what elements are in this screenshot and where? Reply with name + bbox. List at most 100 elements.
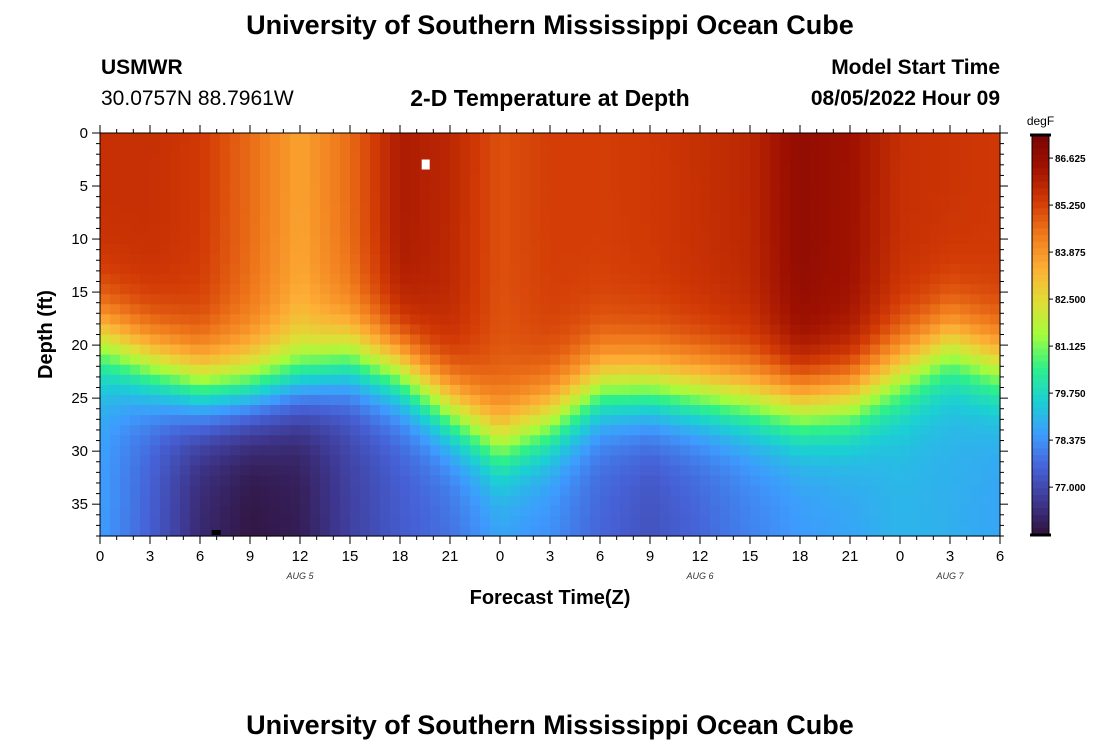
heatmap-cell [360,505,371,517]
heatmap-cell [740,153,751,164]
heatmap-cell [460,405,471,416]
heatmap-cell [410,304,421,315]
colorbar-swatch [1032,275,1049,283]
heatmap-cell [470,495,481,507]
heatmap-cell [260,233,271,245]
heatmap-cell [750,213,761,225]
heatmap-cell [780,515,791,527]
heatmap-cell [790,384,801,396]
heatmap-cell [610,253,621,265]
heatmap-cell [710,465,721,477]
heatmap-cell [700,153,711,164]
heatmap-cell [220,415,231,426]
heatmap-cell [150,374,161,386]
heatmap-cell [140,334,151,346]
heatmap-cell [290,525,301,537]
heatmap-cell [610,384,621,396]
heatmap-cell [400,465,411,477]
heatmap-cell [840,374,851,386]
heatmap-cell [780,455,791,467]
heatmap-cell [640,364,651,376]
heatmap-cell [900,203,911,215]
heatmap-cell [670,364,681,376]
heatmap-cell [760,183,771,195]
heatmap-cell [920,495,931,507]
heatmap-cell [910,294,921,305]
heatmap-cell [820,284,831,295]
heatmap-cell [190,153,201,164]
heatmap-cell [160,465,171,477]
heatmap-cell [330,143,341,154]
heatmap-cell [710,334,721,346]
heatmap-cell [890,314,901,326]
heatmap-cell [820,153,831,164]
heatmap-cell [140,274,151,285]
heatmap-cell [350,485,361,497]
heatmap-cell [200,133,211,144]
heatmap-cell [320,304,331,315]
heatmap-cell [440,284,451,295]
heatmap-cell [490,153,501,164]
heatmap-cell [210,183,221,195]
heatmap-cell [390,294,401,305]
heatmap-cell [270,455,281,467]
heatmap-cell [460,384,471,396]
heatmap-cell [450,505,461,517]
heatmap-cell [920,253,931,265]
heatmap-cell [300,233,311,245]
heatmap-cell [570,284,581,295]
heatmap-cell [310,253,321,265]
heatmap-cell [560,213,571,225]
heatmap-cell [390,354,401,366]
heatmap-cell [800,515,811,527]
heatmap-cell [340,284,351,295]
heatmap-cell [930,505,941,517]
heatmap-cell [460,223,471,235]
heatmap-cell [910,344,921,356]
heatmap-cell [280,223,291,235]
heatmap-cell [560,425,571,436]
heatmap-cell [950,173,961,184]
heatmap-cell [140,415,151,426]
heatmap-cell [550,394,561,406]
heatmap-cell [790,223,801,235]
heatmap-cell [540,243,551,255]
heatmap-cell [260,364,271,376]
heatmap-cell [400,263,411,275]
colorbar-label: 78.375 [1055,436,1086,447]
heatmap-cell [960,485,971,497]
heatmap-cell [780,203,791,215]
heatmap-cell [210,213,221,225]
heatmap-cell [630,415,641,426]
heatmap-cell [870,223,881,235]
heatmap-cell [450,415,461,426]
heatmap-cell [270,425,281,436]
heatmap-cell [240,344,251,356]
heatmap-cell [180,364,191,376]
heatmap-cell [860,465,871,477]
heatmap-cell [310,415,321,426]
heatmap-cell [250,324,261,336]
heatmap-cell [140,374,151,386]
heatmap-cell [420,324,431,336]
heatmap-cell [900,465,911,477]
heatmap-cell [280,284,291,295]
heatmap-cell [620,465,631,477]
heatmap-cell [470,274,481,285]
heatmap-cell [690,435,701,446]
colorbar-swatch [1032,495,1049,503]
heatmap-cell [320,314,331,326]
heatmap-cell [980,263,991,275]
heatmap-cell [590,465,601,477]
heatmap-cell [320,525,331,537]
heatmap-cell [220,505,231,517]
heatmap-cell [270,304,281,315]
heatmap-cell [170,294,181,305]
heatmap-cell [320,223,331,235]
heatmap-cell [830,455,841,467]
heatmap-cell [740,354,751,366]
heatmap-cell [510,425,521,436]
heatmap-cell [780,284,791,295]
heatmap-cell [110,425,121,436]
heatmap-cell [890,425,901,436]
